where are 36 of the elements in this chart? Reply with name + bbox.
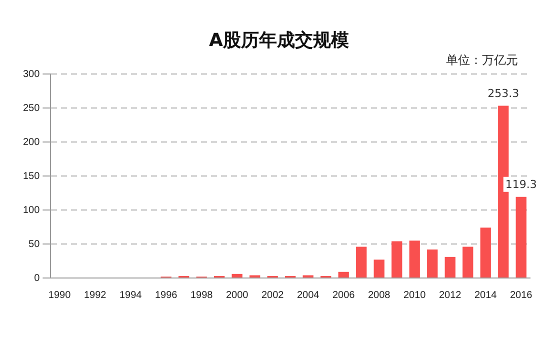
bar <box>232 274 242 278</box>
x-tick-label: 2012 <box>438 290 462 301</box>
x-tick-label: 1992 <box>84 290 107 301</box>
data-label: 253.3 <box>488 87 520 100</box>
bar <box>409 240 420 278</box>
x-tick-label: 1990 <box>48 290 72 301</box>
bar <box>480 228 491 278</box>
x-tick-label: 2014 <box>474 290 498 301</box>
bar <box>392 241 402 278</box>
bar <box>444 256 456 278</box>
x-tick-label: 2010 <box>403 290 426 301</box>
x-tick-label: 2000 <box>226 290 249 301</box>
y-tick-label: 50 <box>28 238 40 250</box>
data-label: 119.3 <box>505 178 537 192</box>
x-tick-label: 2008 <box>368 290 391 301</box>
chart-title: A股历年成交规模 <box>208 29 350 52</box>
x-tick-label: 1996 <box>154 290 178 301</box>
y-tick-label: 250 <box>22 102 40 114</box>
x-tick-label: 2004 <box>296 290 320 301</box>
y-tick-label: 150 <box>22 170 40 182</box>
bar <box>374 260 384 278</box>
x-tick-label: 2016 <box>510 290 533 301</box>
x-tick-label: 2006 <box>332 290 356 301</box>
y-tick-label: 0 <box>34 272 40 284</box>
bar <box>427 249 438 278</box>
y-tick-label: 200 <box>22 136 40 148</box>
x-tick-label: 1994 <box>119 290 142 301</box>
y-tick-label: 100 <box>22 204 40 216</box>
text: 单位：万亿元 <box>446 52 518 69</box>
bar <box>356 246 367 278</box>
y-tick-label: 300 <box>22 68 40 80</box>
x-tick-label: 1998 <box>190 290 214 301</box>
x-tick-label: 2002 <box>261 290 284 301</box>
bar <box>516 196 526 278</box>
bar <box>462 246 474 278</box>
bar <box>338 272 349 278</box>
